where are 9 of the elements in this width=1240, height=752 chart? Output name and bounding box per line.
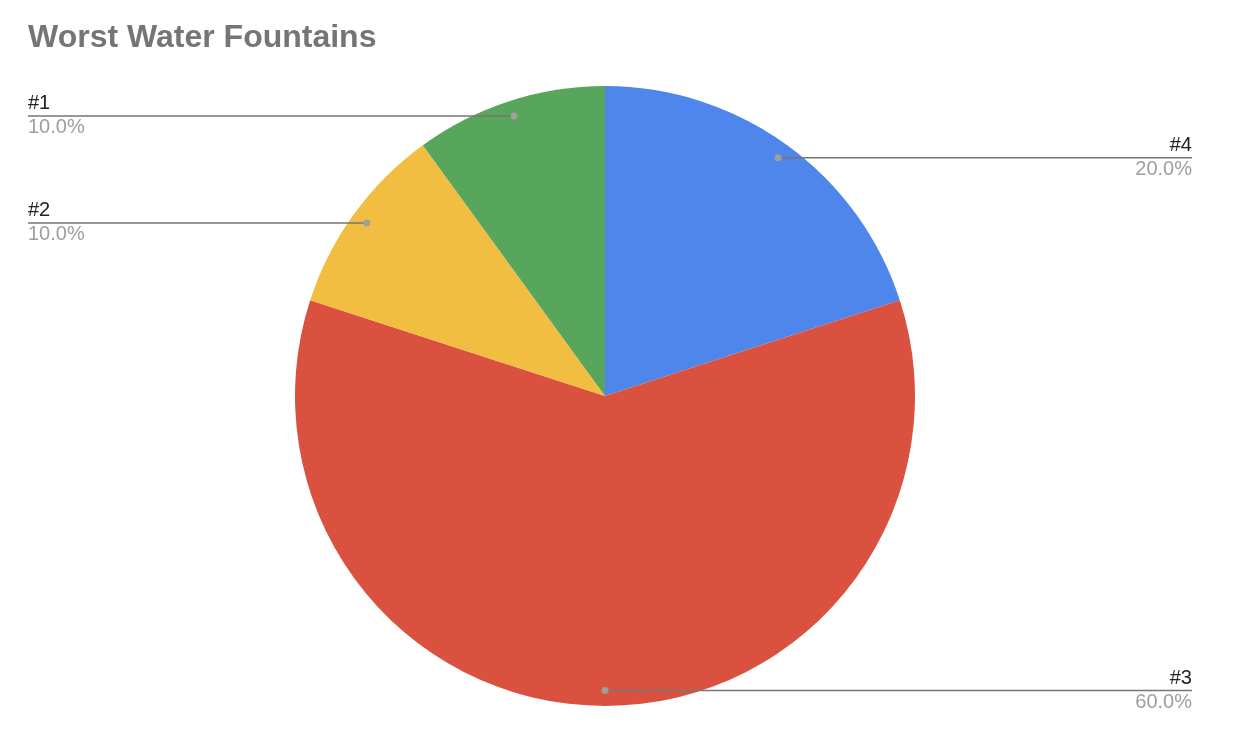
- data-label: 60.0%: [1135, 690, 1193, 713]
- data-label: 10.0%: [28, 115, 85, 138]
- slice-label: #2: [28, 198, 51, 221]
- data-label: 10.0%: [28, 222, 85, 245]
- data-label: 20.0%: [1135, 157, 1193, 180]
- chart-title: Worst Water Fountains: [28, 18, 377, 55]
- slice-label: #1: [28, 91, 51, 114]
- slice-label: #4: [1169, 133, 1192, 156]
- slice-label: #3: [1169, 666, 1192, 689]
